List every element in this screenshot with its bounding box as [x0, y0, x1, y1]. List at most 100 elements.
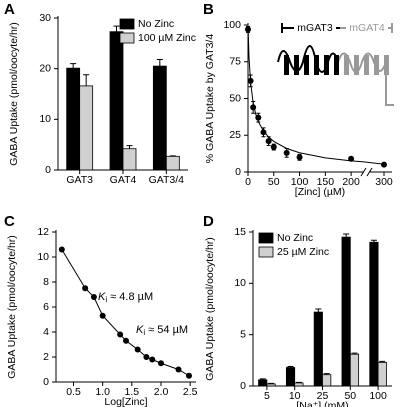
y-tick-label: 75	[229, 56, 241, 68]
error-bar	[169, 155, 176, 157]
error-bar	[315, 308, 322, 313]
bar	[313, 311, 323, 387]
error-bar	[351, 352, 358, 355]
error-bar	[259, 378, 266, 380]
panel-label: C	[4, 213, 15, 230]
x-tick-label: GAT4	[110, 174, 137, 186]
point	[58, 246, 65, 253]
point	[296, 154, 303, 161]
panel-label: A	[4, 1, 15, 18]
x-tick-label: 200	[342, 176, 360, 188]
x-tick-label: 2.0	[154, 386, 169, 398]
bar	[285, 367, 296, 387]
x-tick-label: 0.5	[66, 386, 81, 398]
bar	[258, 379, 268, 387]
bar	[122, 148, 137, 171]
error-bar	[379, 360, 386, 363]
point	[348, 155, 355, 162]
y-tick-label: 25	[229, 129, 241, 141]
error-bar	[268, 382, 275, 384]
x-axis-label: Log[Zinc]	[104, 396, 147, 407]
annotation-part: K	[98, 291, 106, 303]
y-tick-label: 20	[39, 62, 51, 74]
inset-label: mGAT3	[297, 22, 333, 34]
y-axis-label: GABA Uptake (pmol/oocyte/hr)	[204, 237, 216, 381]
y-tick-label: 0	[43, 376, 49, 388]
point	[143, 354, 150, 360]
point	[255, 114, 262, 121]
x-tick-label: 1.0	[95, 386, 110, 398]
x-tick-label: 100	[291, 176, 309, 188]
point	[117, 331, 124, 338]
y-tick-label: 4	[43, 326, 49, 338]
x-axis-label: [Na⁺] (mM)	[296, 400, 348, 407]
y-tick-label: 10	[39, 113, 51, 125]
legend-swatch	[258, 246, 274, 258]
point	[283, 149, 290, 156]
x-tick-label: 150	[317, 176, 335, 188]
x-tick-label: 1.5	[125, 386, 140, 398]
annotation-part: ≈ 4.8 µM	[107, 291, 153, 303]
point	[381, 161, 387, 168]
y-tick-label: 12	[37, 226, 49, 238]
bar	[109, 31, 124, 171]
y-axis-label: GABA Uptake (pmol/oocyte/hr)	[8, 22, 20, 166]
point	[245, 26, 251, 33]
bar	[266, 383, 276, 387]
point	[99, 312, 106, 319]
bar	[341, 236, 351, 387]
annotation-part: i	[143, 328, 145, 337]
bar	[152, 65, 167, 171]
error-bar	[156, 59, 163, 67]
x-tick-label: 50	[268, 176, 280, 188]
line	[61, 249, 190, 377]
y-tick-label: 15	[234, 226, 246, 238]
error-bar	[287, 365, 294, 368]
x-tick-label: 10	[289, 390, 301, 402]
point	[260, 129, 267, 136]
x-tick-label: 100	[369, 390, 387, 402]
annotation-part: ≈ 54 µM	[145, 324, 188, 336]
panel-label: D	[203, 213, 214, 230]
y-tick-label: 0	[240, 380, 246, 392]
error-bar	[370, 239, 377, 243]
legend-label: 100 µM Zinc	[138, 32, 196, 44]
bar	[349, 353, 360, 387]
error-bar	[343, 233, 350, 238]
point	[123, 337, 129, 344]
point	[186, 372, 192, 379]
x-tick-label: GAT3/4	[149, 174, 185, 186]
panel-label: B	[203, 1, 214, 18]
legend-swatch	[258, 232, 274, 244]
annotation: Ki ≈ 54 µM	[136, 324, 188, 337]
x-tick-label: 300	[375, 176, 393, 188]
error-bar	[323, 373, 330, 375]
legend-swatch	[119, 32, 135, 44]
point	[82, 285, 89, 292]
point	[158, 360, 164, 367]
point	[250, 104, 257, 111]
y-tick-label: 10	[37, 251, 49, 263]
bar	[322, 374, 332, 387]
y-axis-label: % GABA Uptake by GAT3/4	[204, 34, 216, 164]
legend-label: No Zinc	[138, 18, 174, 30]
x-tick-label: 2.5	[183, 386, 198, 398]
bar	[294, 382, 304, 387]
x-tick-label: GAT3	[66, 174, 93, 186]
annotation-part: i	[105, 295, 107, 304]
y-tick-label: 5	[240, 328, 246, 340]
y-tick-label: 30	[39, 12, 51, 24]
bar	[165, 155, 180, 171]
error-bar	[83, 74, 90, 86]
annotation-part: K	[136, 324, 144, 336]
x-tick-label: 25	[317, 390, 329, 402]
y-tick-label: 2	[43, 351, 49, 363]
error-bar	[113, 25, 120, 32]
legend-label: 25 µM Zinc	[277, 246, 329, 258]
bar	[66, 67, 81, 171]
inset-label: mGAT4	[349, 22, 385, 34]
y-tick-label: 6	[43, 301, 49, 313]
x-tick-label: 5	[264, 390, 270, 402]
point	[149, 356, 156, 363]
